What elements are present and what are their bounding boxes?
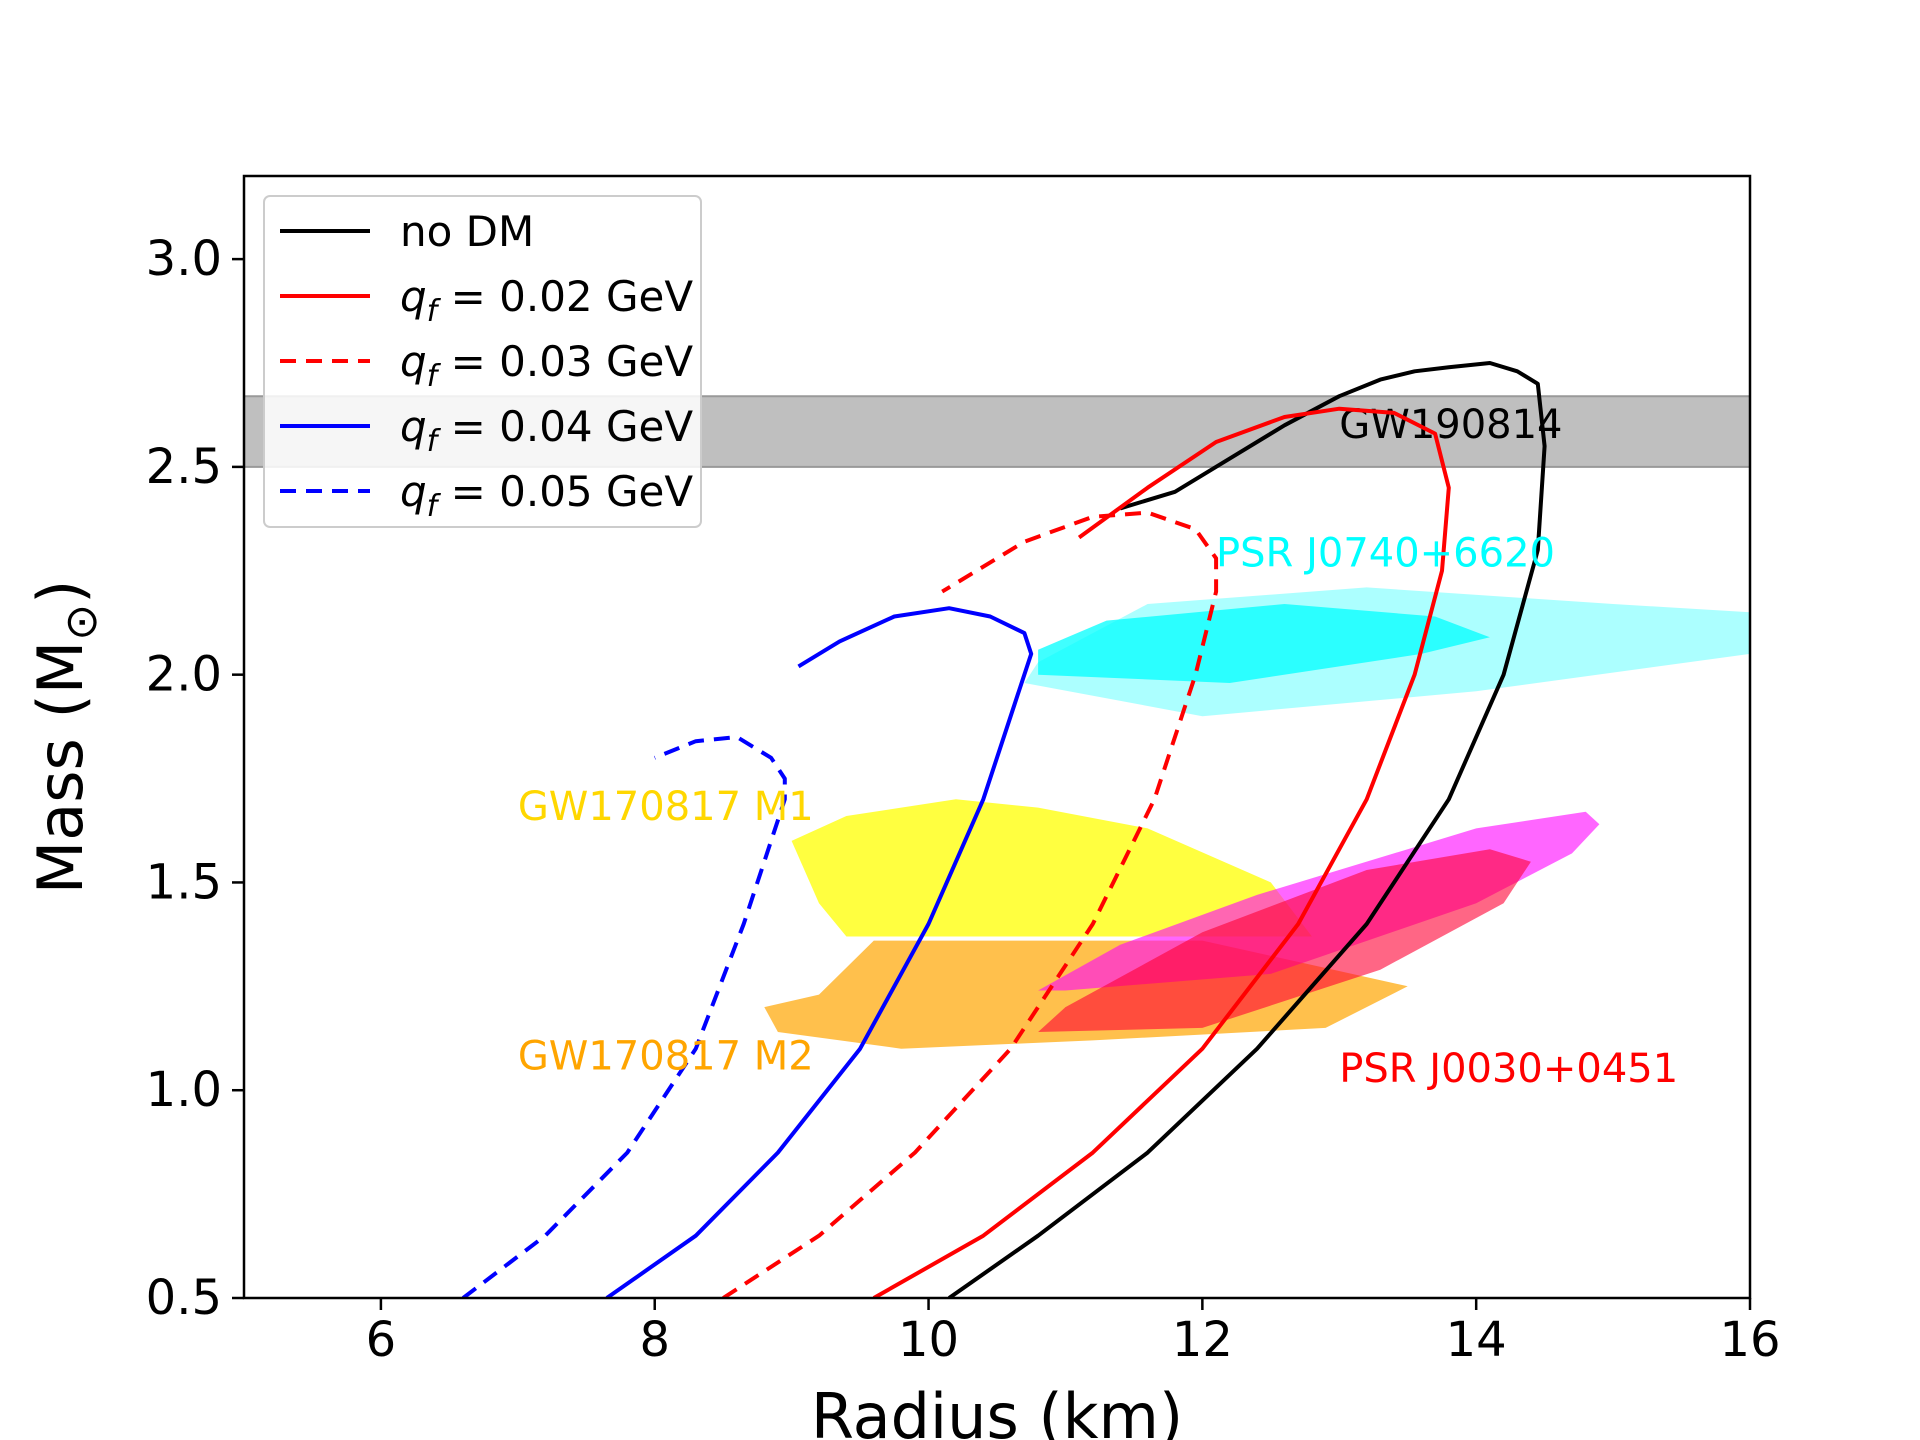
region-psr-j0740-6620-inner <box>1038 604 1490 683</box>
annotation-gw170817-m1: GW170817 M1 <box>518 784 814 830</box>
legend: no DM qf = 0.02 GeV qf = 0.03 GeV qf = 0.04… <box>263 195 702 528</box>
legend-label-5: qf = 0.05 GeV <box>400 467 693 524</box>
legend-label-3: qf = 0.03 GeV <box>400 337 693 394</box>
y-axis-title: Mass (M⊙) <box>24 580 107 895</box>
legend-label-4: qf = 0.04 GeV <box>400 402 693 459</box>
band-label-gw190814: GW190814 <box>1339 402 1562 448</box>
y-tick-label: 2.5 <box>146 439 222 495</box>
x-axis-title: Radius (km) <box>811 1380 1183 1440</box>
legend-box <box>263 195 702 528</box>
series-line-3 <box>722 510 1219 1298</box>
x-tick-label: 8 <box>639 1312 670 1368</box>
annotation-gw170817-m2: GW170817 M2 <box>518 1033 814 1079</box>
legend-label-2: qf = 0.02 GeV <box>400 272 693 329</box>
y-tick-label: 2.0 <box>146 647 222 703</box>
series-line-1 <box>947 361 1547 1298</box>
y-tick-label: 1.5 <box>146 854 222 910</box>
y-tick-label: 1.0 <box>146 1062 222 1118</box>
y-axis-title-text: Mass (M⊙) <box>24 580 107 895</box>
y-axis-title-main: Mass (M <box>24 641 97 894</box>
series-line-5 <box>461 735 787 1298</box>
y-tick-label: 3.0 <box>146 231 222 287</box>
plot-frame <box>242 174 1752 1300</box>
series-line-2 <box>872 406 1451 1298</box>
series-line-4 <box>605 606 1034 1298</box>
annotation-psr-j0740-6620: PSR J0740+6620 <box>1216 531 1555 577</box>
y-axis-title-sun-symbol: ⊙ <box>56 604 107 641</box>
legend-entries: no DM qf = 0.02 GeV qf = 0.03 GeV qf = 0.04… <box>280 207 693 524</box>
x-axis-ticks: 6 8 10 12 14 16 <box>366 1298 1781 1368</box>
y-tick-label: 0.5 <box>146 1270 222 1326</box>
x-tick-label: 6 <box>366 1312 397 1368</box>
x-tick-label: 16 <box>1719 1312 1780 1368</box>
x-tick-label: 14 <box>1446 1312 1507 1368</box>
series-layer <box>461 361 1547 1298</box>
legend-label-1: no DM <box>400 207 534 256</box>
annotation-layer: GW170817 M1 GW170817 M2 PSR J0740+6620 PSR … <box>518 531 1678 1092</box>
annotation-psr-j0030-0451: PSR J0030+0451 <box>1339 1046 1678 1092</box>
y-axis-ticks: 0.5 1.0 1.5 2.0 2.5 3.0 <box>146 231 244 1326</box>
x-tick-label: 12 <box>1172 1312 1233 1368</box>
y-axis-title-close: ) <box>24 580 97 604</box>
x-tick-label: 10 <box>898 1312 959 1368</box>
region-gw170817-m1 <box>791 799 1312 937</box>
